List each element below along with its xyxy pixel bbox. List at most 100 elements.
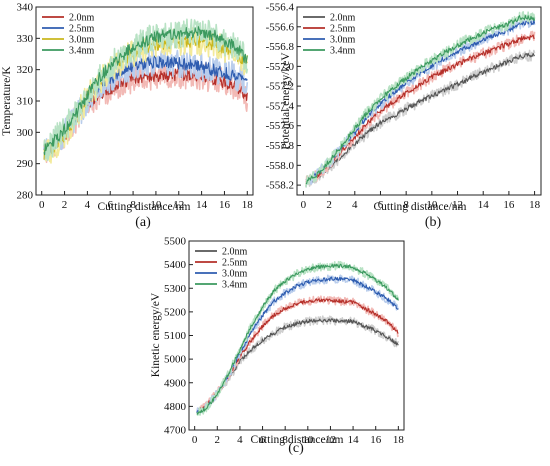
y-tick-label: 320 — [17, 64, 34, 76]
x-axis-label: Cutting distance/nm — [251, 434, 344, 446]
x-tick-label: 12 — [452, 199, 463, 211]
y-tick-label: -557.4 — [266, 100, 295, 112]
legend-label: 2.0nm — [222, 247, 248, 258]
x-tick-label: 8 — [403, 199, 409, 211]
series-band-2.0nm — [196, 315, 400, 414]
series-line-2.0nm — [196, 318, 399, 413]
x-tick-label: 14 — [478, 199, 490, 211]
y-tick-label: -557.8 — [266, 140, 295, 152]
y-tick-label: 5100 — [164, 330, 187, 342]
x-axis-label: Cutting distance/nm — [98, 201, 191, 213]
y-tick-label: 5400 — [164, 259, 187, 271]
y-tick-label: -557.2 — [266, 81, 294, 93]
y-tick-label: 4900 — [164, 377, 187, 389]
y-tick-label: -557.6 — [266, 120, 295, 132]
series-line-2.0nm — [305, 52, 536, 185]
y-axis-label: Potential energy/keV — [280, 52, 292, 150]
series-line-3.4nm — [305, 15, 536, 185]
series-line-3.0nm — [196, 276, 399, 413]
x-tick-label: 12 — [173, 199, 184, 211]
plot-frame — [296, 6, 542, 196]
plot-area — [43, 18, 249, 164]
y-tick-label: 5000 — [164, 354, 187, 366]
legend-label: 3.0nm — [222, 269, 248, 280]
y-axis-label: Temperature/K — [1, 66, 13, 136]
y-tick-label: -558.0 — [266, 160, 295, 172]
x-tick-label: 18 — [242, 199, 254, 211]
x-tick-label: 10 — [302, 434, 314, 446]
series-band-3.4nm — [196, 260, 399, 416]
y-tick-label: -557.0 — [266, 61, 295, 73]
y-tick-label: 4800 — [164, 401, 187, 413]
panel-a-temperature: 0 2 4 6 8 10 12 14 16 18 280 290 300 310 320 330 340 Cutt… — [1, 2, 254, 230]
x-tick-label: 2 — [326, 199, 332, 211]
y-tick-label: -558.2 — [266, 180, 294, 192]
series-band-2.5nm — [196, 295, 400, 415]
series-band-3.0nm — [196, 274, 399, 416]
x-tick-label: 8 — [130, 199, 136, 211]
x-tick-label: 6 — [107, 199, 113, 211]
legend-label: 3.4nm — [69, 46, 95, 57]
y-tick-label: 5200 — [164, 306, 187, 318]
x-tick-label: 12 — [325, 434, 336, 446]
legend-label: 2.0nm — [69, 13, 95, 24]
panel-caption: (c) — [288, 441, 304, 456]
x-tick-label: 4 — [85, 199, 91, 211]
y-tick-label: 280 — [17, 190, 34, 202]
x-tick-label: 18 — [393, 434, 405, 446]
x-tick-label: 0 — [39, 199, 45, 211]
plot-area — [305, 11, 536, 188]
series-line-2.5nm — [305, 34, 535, 183]
x-tick-label: 16 — [503, 199, 515, 211]
y-tick-label: -556.6 — [266, 21, 295, 33]
x-tick-label: 4 — [237, 434, 243, 446]
series-line-2.5nm — [196, 298, 399, 413]
y-tick-label: 330 — [17, 33, 34, 45]
x-tick-label: 0 — [301, 199, 307, 211]
x-tick-label: 0 — [192, 434, 198, 446]
legend-label: 2.5nm — [222, 258, 248, 269]
legend-label: 2.5nm — [330, 24, 356, 35]
x-tick-label: 10 — [150, 199, 162, 211]
y-tick-label: -556.4 — [266, 2, 295, 14]
legend-label: 3.4nm — [330, 46, 356, 57]
x-tick-label: 2 — [62, 199, 68, 211]
y-tick-label: 290 — [17, 158, 34, 170]
x-tick-label: 14 — [348, 434, 360, 446]
series-line-3.4nm — [43, 26, 248, 156]
legend-label: 3.0nm — [69, 35, 95, 46]
x-tick-label: 6 — [378, 199, 384, 211]
legend-label: 3.4nm — [222, 280, 248, 291]
y-axis-label: Kinetic energy/eV — [150, 292, 162, 377]
panel-caption: (b) — [425, 215, 442, 230]
legend-label: 2.5nm — [69, 24, 95, 35]
panel-caption: (a) — [135, 215, 151, 230]
x-tick-label: 8 — [282, 434, 288, 446]
plot-area — [196, 260, 400, 416]
y-tick-label: 5500 — [164, 236, 187, 248]
x-tick-label: 10 — [426, 199, 438, 211]
x-tick-label: 16 — [219, 199, 231, 211]
x-tick-label: 4 — [352, 199, 358, 211]
panel-c-kinetic-energy: 0 2 4 6 8 10 12 14 16 18 4700 4800 4900 5000 5100 5200 5… — [150, 236, 405, 456]
legend-label: 2.0nm — [330, 13, 356, 24]
panel-b-potential-energy: 0 2 4 6 8 10 12 14 16 18 -558.2 -558.0 -557.8 -557.6 -… — [266, 2, 542, 230]
x-axis-label: Cutting distance/nm — [374, 201, 467, 213]
y-tick-label: 5300 — [164, 283, 187, 295]
y-tick-label: 300 — [17, 127, 34, 139]
y-tick-label: 310 — [17, 96, 34, 108]
series-line-3.4nm — [196, 263, 399, 415]
x-tick-label: 18 — [529, 199, 541, 211]
x-tick-label: 16 — [370, 434, 382, 446]
x-tick-label: 14 — [196, 199, 208, 211]
x-tick-label: 2 — [215, 434, 221, 446]
y-tick-label: 340 — [17, 2, 34, 14]
x-tick-label: 6 — [260, 434, 266, 446]
y-tick-label: 4700 — [164, 425, 187, 437]
legend-label: 3.0nm — [330, 35, 356, 46]
y-tick-label: -556.8 — [266, 41, 295, 53]
